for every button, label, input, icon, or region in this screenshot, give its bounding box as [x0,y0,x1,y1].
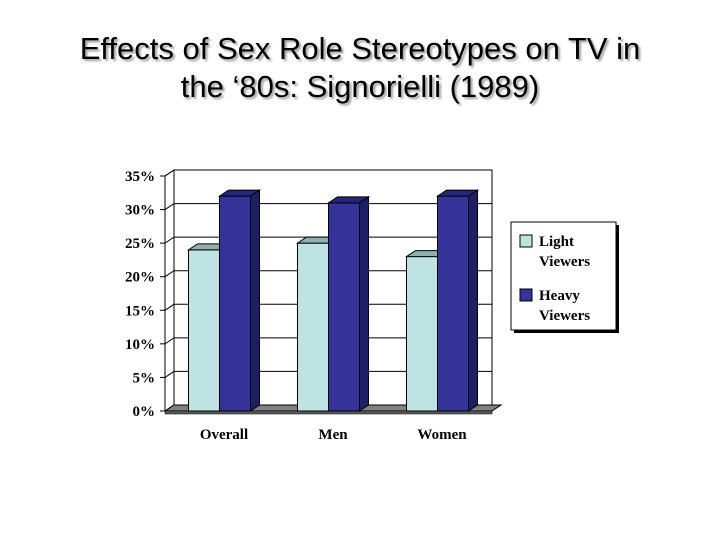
legend-label: Heavy [539,288,580,304]
y-tick-label: 30% [125,203,155,219]
y-tick-label: 25% [125,236,155,252]
y-tick-label: 35% [125,169,155,185]
bar-top [217,189,262,197]
x-category-label: Overall [200,427,248,443]
slide-title-line-1: Effects of Sex Role Stereotypes on TV in [79,31,641,66]
gridline [164,303,492,311]
gridline [164,203,492,210]
y-tick-label: 20% [125,270,155,286]
bar [437,195,469,412]
bar-side [250,189,260,412]
bar-top [435,189,480,197]
bar [406,256,438,412]
legend-swatch [519,234,533,248]
bar [188,249,220,412]
gridline [164,270,492,278]
legend-swatch [519,288,533,302]
bar [297,242,329,412]
y-tick-label: 5% [133,370,156,386]
bar-top [326,196,371,204]
y-tick-label: 10% [125,337,155,353]
bar [328,202,360,412]
y-tick-label: 15% [125,303,155,319]
legend-label: Viewers [539,254,590,270]
bar-side [468,189,478,412]
slide-title: Effects of Sex Role Stereotypes on TV in… [40,30,680,106]
gridline [164,370,492,378]
gridline [164,169,492,177]
gridline [164,236,492,244]
legend-label: Viewers [539,308,590,324]
bar-side [359,195,369,412]
x-category-label: Women [417,427,467,443]
slide-title-line-2: the ‘80s: Signorielli (1989) [180,69,540,104]
legend-label: Light [539,234,574,250]
bar [219,195,251,412]
x-category-label: Men [318,427,348,443]
y-tick-label: 0% [133,404,156,420]
gridline [164,337,492,345]
